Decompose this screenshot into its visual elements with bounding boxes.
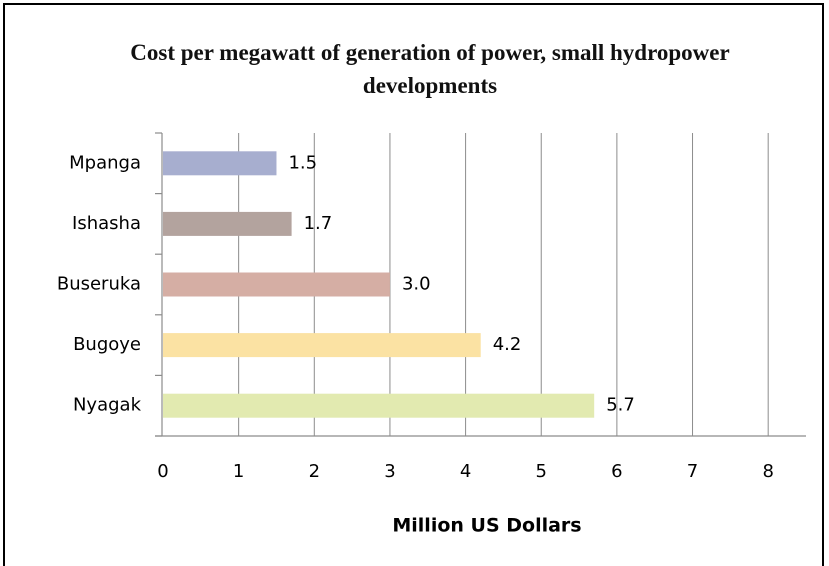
data-label: 3.0 — [402, 274, 431, 295]
data-label: 5.7 — [606, 395, 635, 416]
x-tick-label: 3 — [384, 461, 395, 482]
bar — [163, 272, 390, 297]
bar — [163, 211, 292, 236]
y-tick-label: Bugoye — [73, 334, 141, 355]
bar — [163, 333, 481, 358]
chart-frame — [3, 3, 824, 566]
bar — [163, 151, 277, 176]
chart-title: Cost per megawatt of generation of power… — [130, 40, 730, 98]
y-tick-label: Mpanga — [69, 152, 141, 173]
x-tick-label: 0 — [157, 461, 168, 482]
data-label: 1.5 — [288, 152, 317, 173]
y-tick-label: Buseruka — [57, 274, 141, 295]
data-label: 1.7 — [304, 213, 333, 234]
x-tick-label: 1 — [233, 461, 244, 482]
x-axis-label: Million US Dollars — [392, 515, 581, 537]
y-tick-label: Nyagak — [73, 395, 142, 416]
x-tick-label: 4 — [460, 461, 471, 482]
x-tick-label: 5 — [536, 461, 547, 482]
data-label: 4.2 — [493, 334, 522, 355]
x-tick-label: 8 — [762, 461, 773, 482]
bar — [163, 393, 595, 418]
x-tick-label: 6 — [611, 461, 622, 482]
x-tick-label: 2 — [309, 461, 320, 482]
y-tick-label: Ishasha — [72, 213, 141, 234]
x-tick-label: 7 — [687, 461, 698, 482]
